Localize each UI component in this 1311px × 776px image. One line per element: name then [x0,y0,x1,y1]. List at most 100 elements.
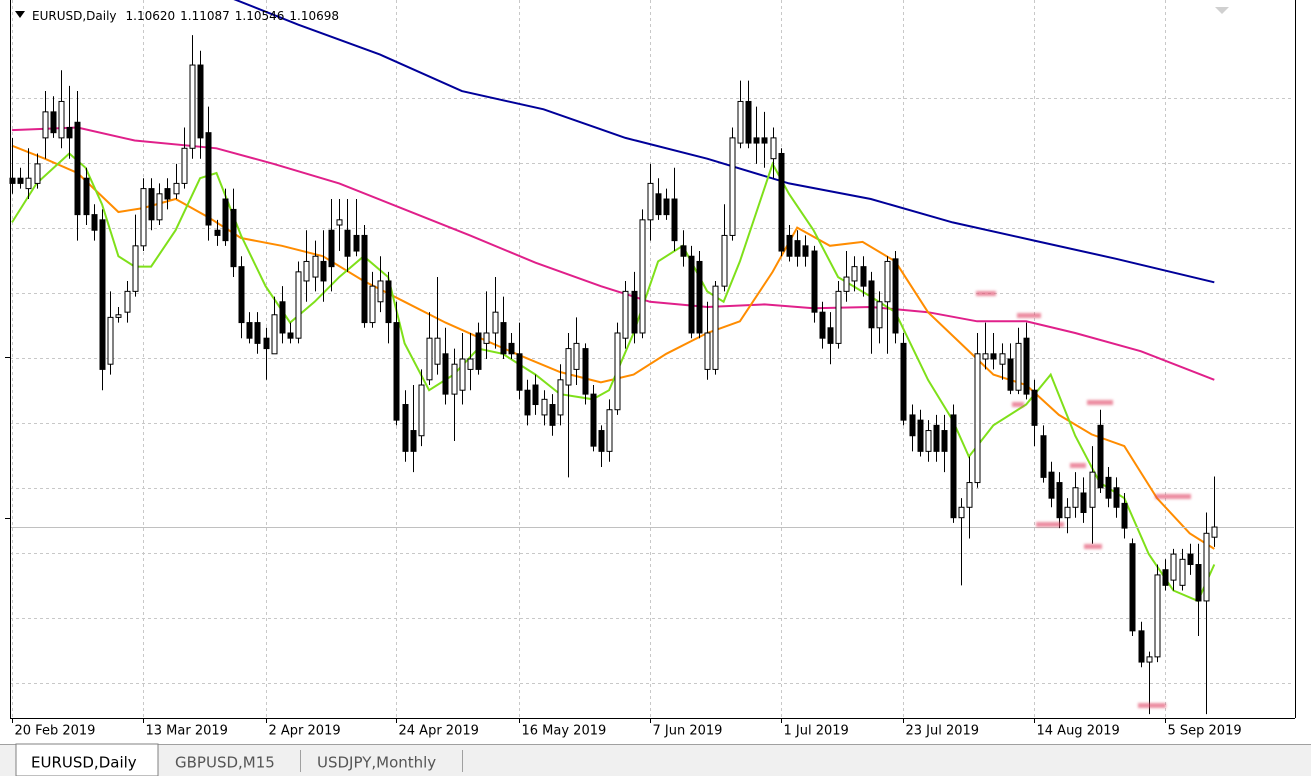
x-tick-label: 24 Apr 2019 [399,724,479,739]
bear-candle-body [655,193,662,216]
bear-candle-body [786,234,793,257]
moving-average-line [11,152,1216,603]
bull-candle-body [1015,342,1022,391]
tab[interactable]: GBPUSD,M15 [175,750,301,772]
x-tick-label: 20 Feb 2019 [15,724,96,739]
bear-candle-body [1129,543,1136,632]
bull-candle-body [770,137,777,160]
bull-candle-body [295,271,302,339]
bear-candle-body [524,389,531,416]
bear-candle-body [1007,358,1014,391]
bull-candle-body [958,506,965,519]
bear-candle-body [320,260,327,282]
bull-candle-body [851,266,858,282]
bear-candle-body [74,121,81,216]
bear-candle-body [1105,476,1112,499]
bear-candle-body [696,260,703,334]
bear-candle-body [279,301,286,334]
bull-candle-body [573,342,580,370]
bear-candle-body [205,132,212,226]
annotations [976,291,1191,708]
bull-candle-body [58,100,65,139]
bear-candle-body [83,177,90,216]
bull-candle-body [884,260,891,303]
bear-candle-body [17,177,24,184]
bull-candle-body [181,147,188,184]
bull-candle-body [557,379,564,416]
open-price: 1.10620 [126,9,176,23]
bear-candle-body [246,322,253,339]
bull-candle-body [426,337,433,381]
bull-candle-body [737,100,744,144]
tab-label[interactable]: USDJPY,Monthly [317,754,436,772]
bull-candle-body [1064,506,1071,519]
tab[interactable]: USDJPY,Monthly [317,750,463,772]
bear-candle-body [1048,471,1055,499]
bull-candle-body [1170,553,1177,581]
annotation-blur [1084,544,1102,549]
bull-candle-body [647,182,654,221]
tab-bar [0,744,1311,776]
bear-candle-body [410,430,417,452]
bull-candle-body [982,353,989,360]
bull-candle-body [336,219,343,226]
bull-candle-body [459,358,466,391]
bear-candle-body [819,311,826,339]
bear-candle-body [385,280,392,324]
tabs: EURUSD,Daily GBPUSD,M15 USDJPY,Monthly [15,743,463,776]
bull-candle-body [156,193,163,221]
bear-candle-body [353,234,360,252]
bear-candle-body [941,430,948,452]
bear-candle-body [263,337,270,350]
bull-candle-body [712,285,719,370]
bear-candle-body [590,393,597,447]
bear-candle-body [254,322,261,344]
bull-candle-body [639,219,646,334]
bull-candle-body [721,234,728,287]
bear-candle-body [860,266,867,287]
bear-candle-body [344,229,351,257]
bear-candle-body [197,64,204,139]
bear-candle-body [811,250,818,313]
bull-candle-body [606,409,613,452]
bull-candle-body [303,260,310,282]
bull-candle-body [622,290,629,339]
bull-candle-body [729,137,736,236]
bear-candle-body [500,322,507,355]
tab-label[interactable]: EURUSD,Daily [31,754,137,772]
bear-candle-body [442,353,449,395]
tab[interactable]: EURUSD,Daily [15,743,159,776]
bear-candle-body [753,137,760,144]
bear-candle-body [91,214,98,231]
bull-candle-body [843,276,850,292]
bull-candle-body [369,285,376,324]
bear-candle-body [1121,502,1128,529]
candles [9,35,1218,715]
tab-label[interactable]: GBPUSD,M15 [175,754,275,772]
tab-background[interactable] [15,743,159,776]
menu-triangle[interactable] [15,11,25,18]
bear-candle-body [794,240,801,257]
bear-candle-body [1031,389,1038,426]
bear-candle-body [402,404,409,452]
bear-candle-body [827,327,834,344]
bear-candle-body [933,424,940,452]
bear-candle-body [361,234,368,324]
bull-candle-body [467,358,474,370]
bear-candle-body [909,414,916,437]
bull-candle-body [42,111,49,139]
bear-candle-body [50,111,57,134]
bear-candle-body [393,322,400,421]
bull-candle-body [1179,558,1186,586]
bear-candle-body [287,332,294,339]
bear-candle-body [990,353,997,360]
x-axis: 20 Feb 2019 13 Mar 2019 2 Apr 2019 24 Apr 2… [12,718,1242,739]
x-tick-label: 16 May 2019 [522,724,607,739]
bull-candle-body [925,430,932,452]
bear-candle-body [892,258,899,334]
bear-candle-body [582,348,589,395]
bear-candle-body [900,342,907,421]
bear-candle-body [917,419,924,452]
bear-candle-body [778,152,785,252]
